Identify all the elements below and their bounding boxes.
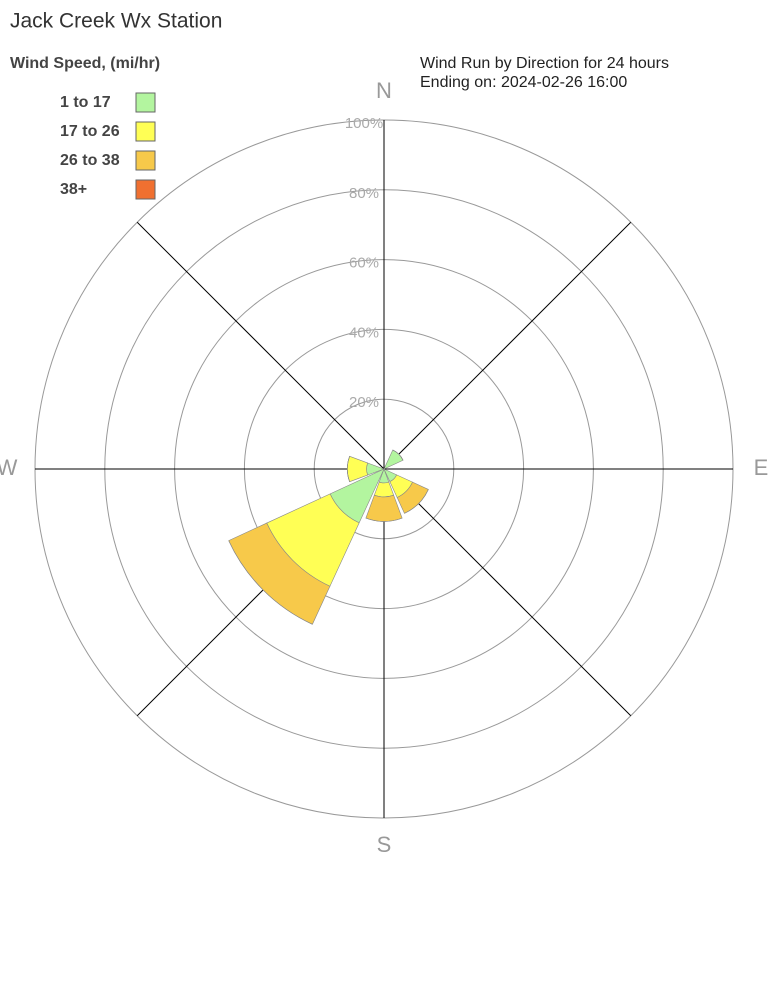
wedge (392, 449, 404, 461)
legend-title: Wind Speed, (mi/hr) (10, 55, 160, 72)
legend-swatch (135, 121, 156, 142)
direction-label: W (0, 455, 18, 480)
subtitle: Wind Run by Direction for 24 hours (420, 55, 669, 72)
chart-title: Jack Creek Wx Station (10, 10, 222, 33)
legend-label: 38+ (60, 181, 87, 198)
r-tick-label: 40% (349, 324, 379, 341)
legend-swatch (135, 179, 156, 200)
legend-swatch (135, 92, 156, 113)
direction-label: S (377, 832, 392, 857)
direction-label: E (754, 455, 768, 480)
r-tick-label: 80% (349, 185, 379, 202)
wedge (365, 494, 403, 522)
r-tick-label: 100% (345, 115, 383, 132)
legend-swatch (135, 150, 156, 171)
wedge (365, 517, 403, 522)
wedge (404, 489, 429, 514)
direction-label: N (376, 78, 392, 103)
legend-label: 17 to 26 (60, 123, 120, 140)
legend-label: 1 to 17 (60, 94, 111, 111)
legend-label: 26 to 38 (60, 152, 120, 169)
r-tick-label: 20% (349, 394, 379, 411)
r-tick-label: 60% (349, 255, 379, 272)
wedge (347, 456, 350, 482)
subtitle: Ending on: 2024-02-26 16:00 (420, 74, 627, 91)
